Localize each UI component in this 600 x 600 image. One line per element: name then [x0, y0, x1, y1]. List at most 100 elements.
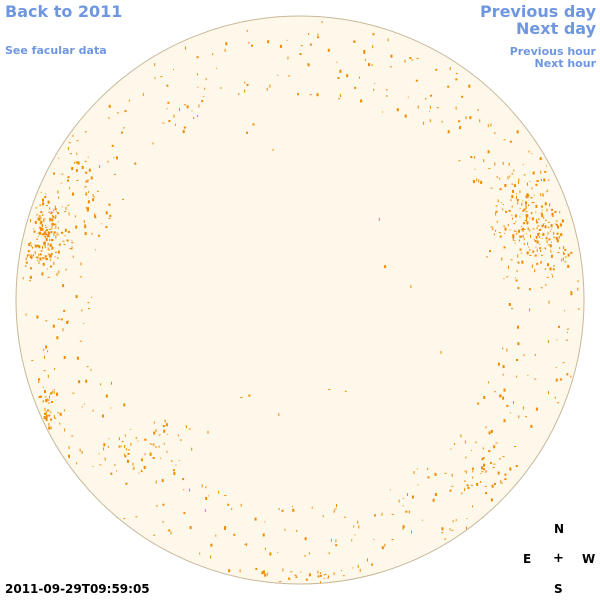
facula-point [546, 165, 547, 167]
facula-point [504, 184, 507, 187]
facula-point [543, 223, 545, 225]
facula-point [207, 430, 209, 434]
facula-point [50, 218, 52, 220]
facula-point [44, 396, 47, 398]
next-hour-link[interactable]: Next hour [534, 57, 597, 70]
facula-point [56, 393, 58, 396]
facula-point [502, 365, 505, 369]
facula-point [22, 277, 24, 280]
facula-point [522, 230, 524, 232]
facula-point [155, 446, 158, 448]
facula-point [507, 176, 509, 180]
facula-point [300, 571, 302, 573]
facula-point [153, 443, 155, 447]
facula-point [300, 45, 303, 47]
compass-east-label: E [523, 552, 532, 566]
facula-point [502, 396, 505, 400]
facula-point [485, 470, 487, 473]
facula-point [502, 204, 504, 205]
facula-point [410, 285, 412, 289]
facula-point [46, 229, 49, 232]
facula-point [514, 231, 517, 232]
facula-point [84, 224, 86, 226]
facula-point [528, 150, 530, 153]
facula-point [46, 268, 48, 270]
facula-point [429, 110, 431, 112]
facula-point [551, 212, 554, 216]
facula-point [458, 160, 461, 162]
facula-point [205, 497, 208, 500]
facula-point [123, 518, 126, 520]
facula-point [529, 181, 531, 183]
facula-point [201, 484, 203, 488]
facula-point [529, 249, 531, 252]
facula-point [308, 573, 311, 577]
facula-point [158, 445, 160, 448]
facula-point [288, 75, 291, 77]
facula-point [76, 356, 79, 360]
facula-point [64, 428, 66, 432]
facula-point [535, 236, 538, 238]
facula-point [447, 85, 450, 88]
facula-point [540, 212, 543, 214]
facula-point [494, 162, 496, 166]
facula-point [290, 571, 293, 573]
facula-point [531, 187, 533, 190]
facula-point [116, 470, 117, 472]
facula-point [45, 399, 48, 403]
facula-point [538, 232, 540, 234]
facula-point [43, 236, 46, 238]
facula-point [43, 370, 46, 372]
facula-point [487, 150, 490, 154]
see-facular-data-link[interactable]: See facular data [5, 44, 107, 57]
facula-point [540, 170, 542, 174]
facula-point [278, 413, 280, 417]
facula-point [541, 205, 543, 208]
facula-point [124, 455, 127, 458]
facula-point [32, 255, 34, 257]
facula-point [43, 416, 46, 420]
facula-point [502, 347, 504, 350]
facula-point [55, 251, 57, 253]
facula-point [84, 186, 87, 188]
facula-point [99, 464, 102, 466]
facula-point [551, 208, 553, 211]
facula-point [416, 57, 419, 59]
facula-point [381, 546, 384, 550]
facula-point [51, 401, 53, 403]
facula-point [108, 117, 110, 119]
facula-point [54, 417, 57, 419]
facula-point [533, 194, 535, 196]
facula-point [550, 224, 553, 228]
previous-day-link[interactable]: Previous day [479, 2, 596, 21]
facula-point [570, 375, 572, 378]
facula-point [54, 224, 56, 226]
facula-point [65, 269, 67, 271]
facula-point [197, 115, 198, 117]
facula-point [47, 374, 49, 378]
facula-point [515, 279, 518, 282]
facula-point [32, 246, 33, 249]
facula-point [541, 237, 543, 239]
next-day-link[interactable]: Next day [516, 19, 596, 38]
facula-point [363, 49, 366, 51]
facula-point [47, 242, 49, 246]
facula-point [281, 509, 284, 512]
facula-point [565, 339, 568, 341]
facula-point [103, 447, 105, 451]
facula-point [161, 479, 164, 483]
facula-point [451, 485, 454, 487]
facula-point [30, 219, 32, 223]
previous-hour-link[interactable]: Previous hour [509, 45, 596, 58]
facula-point [122, 127, 125, 129]
facula-point [550, 249, 552, 251]
facula-point [78, 380, 81, 384]
facula-point [534, 254, 537, 257]
facula-point [541, 214, 544, 218]
facula-point [455, 73, 458, 74]
facula-point [61, 173, 64, 175]
facula-point [481, 471, 484, 473]
facula-point [48, 399, 50, 401]
back-to-year-link[interactable]: Back to 2011 [5, 2, 123, 21]
